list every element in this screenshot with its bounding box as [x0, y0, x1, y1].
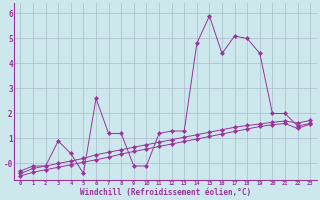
X-axis label: Windchill (Refroidissement éolien,°C): Windchill (Refroidissement éolien,°C) — [80, 188, 251, 197]
